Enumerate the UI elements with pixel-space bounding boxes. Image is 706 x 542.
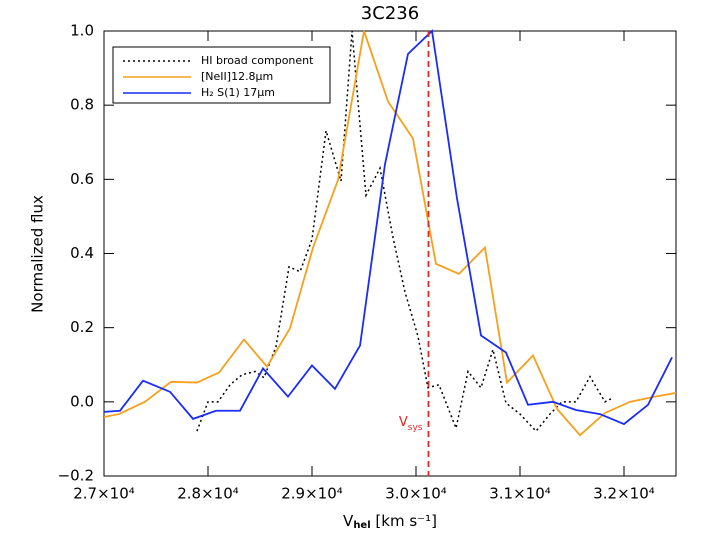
legend-label: [NeII]12.8μm xyxy=(201,70,273,83)
x-tick-label: 2.8×10⁴ xyxy=(177,485,239,503)
y-tick-label: 0.2 xyxy=(70,318,94,336)
x-label-main: V xyxy=(343,512,354,530)
y-tick-label: 0.0 xyxy=(70,392,94,410)
y-tick-label: −0.2 xyxy=(58,467,94,485)
chart-title: 3C236 xyxy=(361,3,419,24)
x-tick-label: 3.2×10⁴ xyxy=(593,485,655,503)
annotation-main: V xyxy=(399,415,408,430)
x-tick-label: 2.7×10⁴ xyxy=(73,485,135,503)
y-tick-label: 0.6 xyxy=(70,170,94,188)
y-tick-label: 0.4 xyxy=(70,244,94,262)
legend-label: H₂ S(1) 17μm xyxy=(201,86,275,99)
x-tick-label: 2.9×10⁴ xyxy=(281,485,343,503)
legend-label: HI broad component xyxy=(201,54,314,67)
x-tick-label: 3.1×10⁴ xyxy=(489,485,551,503)
annotation-label: Vsys xyxy=(399,415,423,433)
x-label-sub: hel xyxy=(353,520,370,531)
y-tick-label: 0.8 xyxy=(70,96,94,114)
annotation-sub: sys xyxy=(408,423,423,433)
y-tick-label: 1.0 xyxy=(70,22,94,40)
series-line xyxy=(104,29,673,426)
x-axis-label: Vhel [km s⁻¹] xyxy=(343,512,437,532)
x-label-rest: [km s⁻¹] xyxy=(371,512,437,530)
x-tick-label: 3.0×10⁴ xyxy=(385,485,447,503)
y-axis-label: Normalized flux xyxy=(29,195,47,313)
series-line xyxy=(104,30,676,437)
